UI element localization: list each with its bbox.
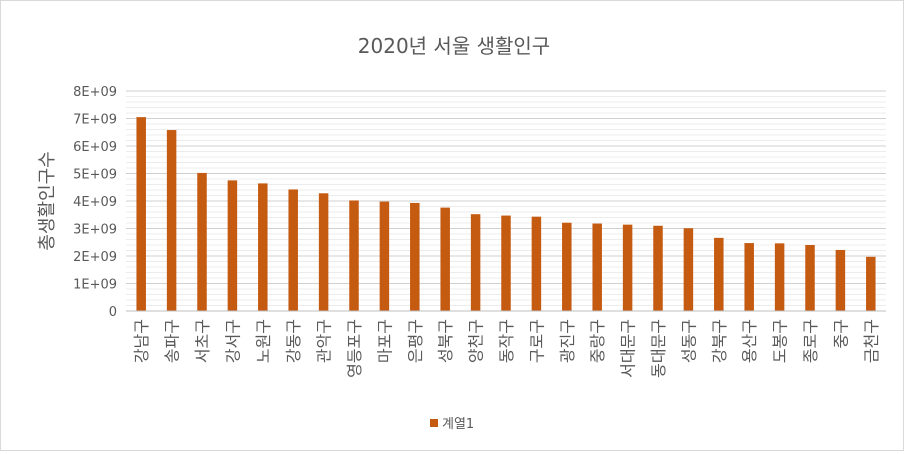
bar (470, 214, 481, 311)
y-tick-label: 6E+09 (73, 140, 117, 155)
bar (714, 237, 724, 311)
y-tick-label: 5E+09 (73, 168, 117, 183)
x-tick-label: 동대문구 (649, 319, 668, 378)
x-tick-label: 서초구 (193, 319, 212, 363)
x-tick-label: 마포구 (375, 319, 394, 363)
x-tick-label: 구로구 (527, 319, 546, 363)
y-tick-label: 8E+09 (73, 85, 117, 100)
bar (379, 201, 390, 311)
x-tick-label: 광진구 (558, 319, 577, 363)
x-tick-label: 도봉구 (771, 319, 790, 363)
legend-swatch (430, 419, 438, 427)
bar (683, 228, 694, 311)
x-tick-label: 강서구 (223, 319, 242, 363)
bar (258, 183, 268, 311)
x-tick-label: 노원구 (254, 319, 273, 363)
bar (349, 200, 359, 311)
y-tick-label: 1E+09 (73, 278, 117, 293)
bar (774, 243, 785, 311)
bar (744, 243, 754, 311)
bar (288, 189, 298, 311)
x-tick-label: 성북구 (436, 319, 455, 363)
x-tick-label: 동작구 (497, 319, 516, 363)
bar (227, 180, 238, 311)
bar (410, 202, 420, 311)
bar (136, 117, 146, 311)
legend: 계열1 (430, 417, 474, 432)
bar (318, 193, 329, 311)
x-tick-label: 양천구 (467, 319, 486, 363)
bar (805, 245, 815, 311)
bars (136, 117, 876, 311)
bar (592, 223, 602, 311)
bar (197, 172, 207, 311)
x-tick-label: 중구 (831, 319, 850, 348)
y-tick-label: 4E+09 (73, 195, 117, 210)
x-tick-label: 강북구 (710, 319, 729, 363)
bar (531, 216, 542, 311)
chart-title: 2020년 서울 생활인구 (358, 34, 550, 58)
bar (562, 222, 572, 311)
bar (622, 224, 633, 311)
y-axis-ticks: 0 1E+09 2E+09 3E+09 4E+09 5E+09 6E+09 7E+09 8E+0… (73, 85, 117, 320)
y-tick-label: 7E+09 (73, 113, 117, 128)
x-tick-label: 강남구 (132, 319, 151, 363)
y-tick-label: 2E+09 (73, 250, 117, 265)
x-tick-label: 용산구 (740, 319, 759, 363)
bar (501, 215, 511, 311)
x-tick-label: 은평구 (406, 319, 425, 363)
x-tick-label: 영등포구 (345, 319, 364, 378)
x-tick-label: 강동구 (284, 319, 303, 363)
x-tick-label: 서대문구 (619, 319, 638, 378)
bar (866, 256, 876, 311)
bar (835, 249, 846, 311)
legend-label: 계열1 (442, 417, 474, 432)
y-tick-label: 0 (109, 305, 117, 320)
x-axis-ticks: 강남구 송파구 서초구 강서구 노원구 강동구 관악구 영등포구 마포구 은평구 성북구 양천구 동작구… (132, 319, 881, 378)
y-axis-title: 총생활인구수 (37, 151, 58, 250)
x-tick-label: 금천구 (862, 319, 881, 363)
x-tick-label: 종로구 (801, 319, 820, 363)
bar (653, 225, 663, 311)
x-tick-label: 관악구 (315, 319, 334, 363)
y-tick-label: 3E+09 (73, 223, 117, 238)
bar (166, 130, 177, 311)
x-tick-label: 중랑구 (588, 319, 607, 363)
bar (440, 207, 450, 311)
x-tick-label: 성동구 (679, 319, 698, 363)
x-tick-label: 송파구 (163, 319, 182, 363)
